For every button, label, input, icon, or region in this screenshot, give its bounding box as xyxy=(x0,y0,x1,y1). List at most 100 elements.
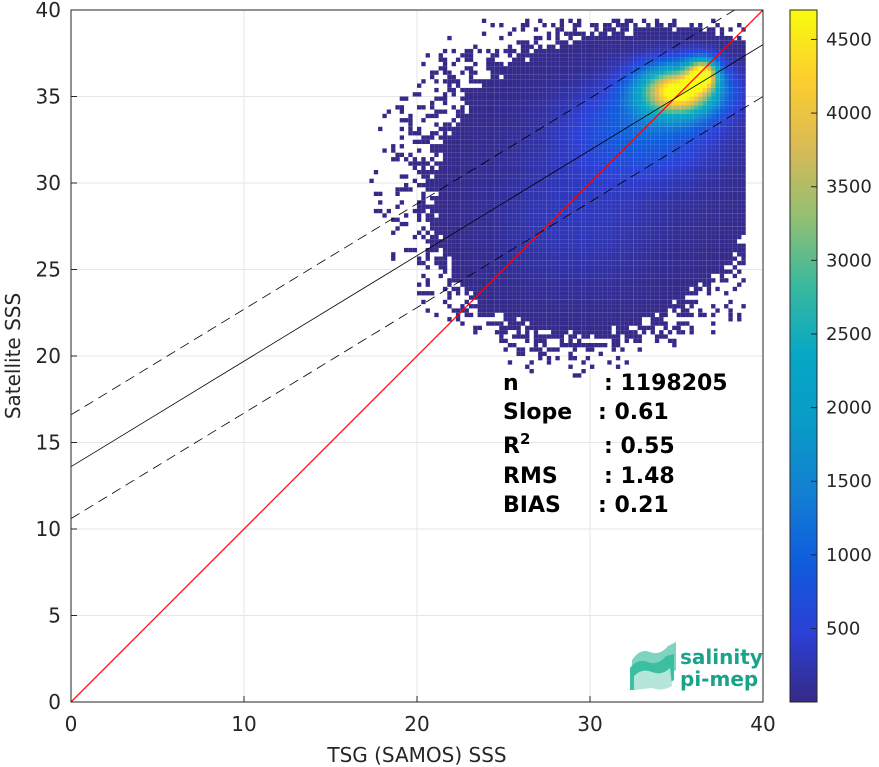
density-cell xyxy=(706,260,712,266)
density-cell xyxy=(650,191,655,197)
density-cell xyxy=(732,234,738,240)
density-cell xyxy=(460,139,465,145)
density-cell xyxy=(659,96,664,101)
density-cell xyxy=(494,321,500,326)
density-cell xyxy=(711,278,716,283)
density-cell xyxy=(473,157,478,162)
density-cell xyxy=(728,230,733,235)
density-cell xyxy=(473,118,478,123)
density-cell xyxy=(546,317,552,322)
density-cell xyxy=(581,61,586,67)
density-cell xyxy=(486,61,491,67)
density-cell xyxy=(551,330,556,335)
density-cell xyxy=(607,234,612,240)
density-cell xyxy=(503,200,508,205)
density-cell xyxy=(542,61,547,67)
density-cell xyxy=(594,308,599,313)
density-cell xyxy=(607,269,612,274)
density-cell xyxy=(473,109,478,114)
density-cell xyxy=(702,31,707,36)
density-cell xyxy=(663,196,668,201)
density-cell xyxy=(477,170,482,175)
density-cell xyxy=(676,83,681,88)
density-cell xyxy=(559,265,565,270)
density-cell xyxy=(732,105,738,110)
density-cell xyxy=(455,226,461,231)
density-cell xyxy=(507,256,513,261)
density-cell xyxy=(512,92,517,97)
density-cell xyxy=(698,165,703,171)
density-cell xyxy=(706,83,712,88)
density-cell xyxy=(451,144,456,149)
density-cell xyxy=(628,226,634,231)
density-cell xyxy=(633,299,638,305)
density-cell xyxy=(603,295,608,300)
density-cell xyxy=(585,100,591,106)
density-cell xyxy=(637,53,642,58)
density-cell xyxy=(633,330,638,335)
density-cell xyxy=(581,221,586,227)
density-cell xyxy=(598,282,603,287)
density-cell xyxy=(551,226,556,231)
density-cell xyxy=(590,260,595,266)
density-cell xyxy=(494,243,500,248)
density-cell xyxy=(624,18,629,24)
density-cell xyxy=(464,269,469,274)
density-cell xyxy=(659,135,664,140)
density-cell xyxy=(568,308,573,313)
density-cell xyxy=(512,135,517,140)
density-cell xyxy=(659,282,664,287)
density-cell xyxy=(464,87,469,93)
density-cell xyxy=(689,70,694,75)
density-cell xyxy=(542,351,547,357)
density-cell xyxy=(702,200,707,205)
density-cell xyxy=(654,118,660,123)
density-cell xyxy=(628,204,634,209)
density-cell xyxy=(620,191,625,197)
density-cell xyxy=(572,299,578,305)
density-cell xyxy=(516,118,521,123)
density-cell xyxy=(732,44,738,49)
density-cell xyxy=(464,247,469,253)
density-cell xyxy=(551,299,556,305)
density-cell xyxy=(529,131,534,136)
density-cell xyxy=(386,208,392,214)
density-cell xyxy=(503,126,508,132)
density-cell xyxy=(533,321,539,326)
density-cell xyxy=(654,126,660,132)
density-cell xyxy=(637,57,642,62)
density-cell xyxy=(460,260,465,266)
density-cell xyxy=(468,247,474,253)
density-cell xyxy=(590,208,595,214)
density-cell xyxy=(499,126,504,132)
density-cell xyxy=(598,174,603,179)
density-cell xyxy=(659,139,664,145)
density-cell xyxy=(741,230,746,235)
density-cell xyxy=(628,256,634,261)
density-cell xyxy=(538,148,543,153)
density-cell xyxy=(520,152,526,158)
density-cell xyxy=(724,152,729,158)
density-cell xyxy=(572,256,578,261)
density-cell xyxy=(646,299,651,305)
density-cell xyxy=(628,83,634,88)
density-cell xyxy=(455,243,461,248)
density-cell xyxy=(473,191,478,197)
density-cell xyxy=(741,221,746,227)
density-cell xyxy=(546,53,552,58)
density-cell xyxy=(685,234,690,240)
density-cell xyxy=(477,239,482,244)
density-cell xyxy=(572,269,578,274)
density-cell xyxy=(676,31,681,36)
density-cell xyxy=(637,148,642,153)
density-cell xyxy=(468,252,474,257)
density-cell xyxy=(698,196,703,201)
density-cell xyxy=(667,109,673,114)
density-cell xyxy=(620,204,625,209)
density-cell xyxy=(611,118,616,123)
density-cell xyxy=(503,161,508,166)
density-cell xyxy=(737,183,742,188)
density-cell xyxy=(628,170,634,175)
density-cell xyxy=(615,61,621,67)
density-cell xyxy=(473,122,478,127)
